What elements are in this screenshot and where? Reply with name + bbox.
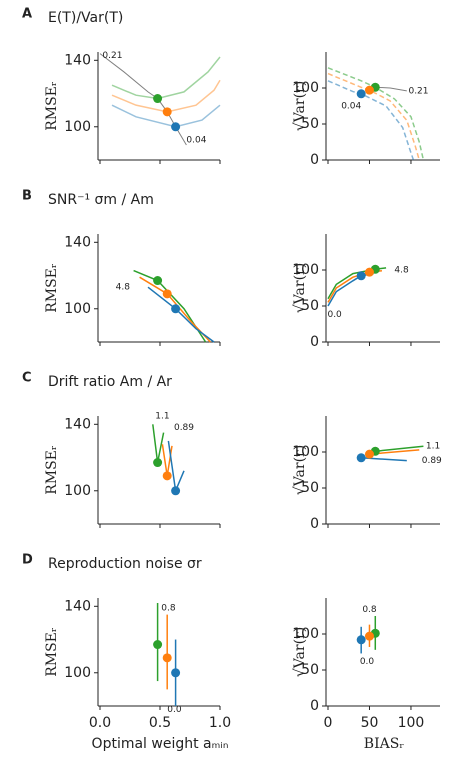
y-tick-label: 100: [64, 301, 91, 317]
dot: [364, 631, 374, 641]
dot: [153, 458, 163, 468]
panel-letter: B: [22, 189, 32, 204]
curve: [111, 79, 221, 113]
annotation: 4.8: [116, 283, 131, 293]
y-tick-label: 100: [64, 119, 91, 135]
x-axis-label: BIASᵣ: [364, 736, 405, 752]
curve: [327, 80, 415, 161]
annotation: 0.0: [327, 310, 342, 320]
curve: [375, 86, 407, 92]
dot: [162, 107, 172, 117]
y-tick-label: 100: [64, 483, 91, 499]
y-tick-label: 100: [292, 80, 319, 96]
y-tick-label: 50: [301, 480, 319, 496]
y-tick-label: 100: [64, 665, 91, 681]
dot: [162, 471, 172, 481]
y-axis-label: √Var(r): [292, 263, 308, 313]
dot: [356, 635, 366, 645]
y-tick-label: 50: [301, 298, 319, 314]
panel-letter: D: [22, 553, 33, 568]
dot: [171, 304, 181, 314]
dot: [171, 122, 181, 132]
y-axis-label: RMSEᵣ: [44, 81, 60, 131]
y-tick-label: 0: [310, 334, 319, 350]
curve: [327, 67, 425, 161]
panel-title: Reproduction noise σr: [48, 556, 202, 572]
y-tick-label: 50: [301, 116, 319, 132]
curve: [111, 56, 221, 100]
annotation: 0.0: [167, 705, 182, 715]
x-tick-label: 0: [324, 715, 333, 731]
y-tick-label: 0: [310, 516, 319, 532]
dot: [364, 267, 374, 277]
panel-letter: C: [22, 371, 32, 386]
y-tick-label: 0: [310, 698, 319, 714]
dot: [162, 653, 172, 663]
y-tick-label: 140: [64, 52, 91, 68]
dot: [171, 668, 181, 678]
annotation: 0.04: [341, 102, 361, 112]
annotation: 0.21: [102, 51, 122, 61]
annotation: 0.04: [186, 136, 206, 146]
y-axis-label: √Var(r): [292, 445, 308, 495]
y-tick-label: 140: [64, 598, 91, 614]
y-axis-label: RMSEᵣ: [44, 627, 60, 677]
curve: [99, 53, 187, 146]
y-tick-label: 50: [301, 662, 319, 678]
curve: [133, 269, 207, 343]
y-axis-label: RMSEᵣ: [44, 263, 60, 313]
x-tick-label: 0.5: [149, 715, 171, 731]
dot: [364, 449, 374, 459]
panel-title: E(T)/Var(T): [48, 10, 123, 26]
x-axis-label: Optimal weight aₘᵢₙ: [92, 736, 229, 752]
annotation: 0.8: [362, 605, 377, 615]
dot: [153, 640, 163, 650]
curve: [327, 269, 383, 303]
y-tick-label: 100: [292, 262, 319, 278]
annotation: 0.89: [422, 456, 442, 466]
dot: [356, 89, 366, 99]
y-axis-label: √Var(r): [292, 81, 308, 131]
y-tick-label: 100: [292, 444, 319, 460]
dot: [162, 289, 172, 299]
y-axis-label: RMSEᵣ: [44, 445, 60, 495]
curve: [375, 445, 424, 453]
annotation: 1.1: [155, 412, 169, 422]
y-tick-label: 0: [310, 152, 319, 168]
dot: [356, 453, 366, 463]
curve: [327, 72, 420, 161]
curve: [167, 440, 185, 494]
x-tick-label: 0.0: [89, 715, 111, 731]
annotation: 0.89: [174, 423, 194, 433]
dot: [153, 94, 163, 104]
annotation: 4.8: [394, 266, 409, 276]
panel-title: SNR⁻¹ σm / Am: [48, 192, 154, 208]
y-tick-label: 140: [64, 234, 91, 250]
x-tick-label: 1.0: [209, 715, 231, 731]
y-tick-label: 100: [292, 626, 319, 642]
curve: [147, 286, 215, 343]
dot: [364, 85, 374, 95]
x-tick-label: 100: [398, 715, 425, 731]
panel-title: Drift ratio Am / Ar: [48, 374, 172, 390]
dot: [356, 271, 366, 281]
dot: [153, 276, 163, 286]
panel-letter: A: [22, 7, 32, 22]
x-tick-label: 50: [361, 715, 379, 731]
annotation: 0.0: [360, 657, 375, 667]
y-axis-label: √Var(r): [292, 627, 308, 677]
curve: [152, 424, 165, 463]
annotation: 0.8: [161, 603, 176, 613]
dot: [171, 486, 181, 496]
annotation: 0.21: [408, 86, 428, 96]
y-tick-label: 140: [64, 416, 91, 432]
annotation: 1.1: [426, 442, 440, 452]
